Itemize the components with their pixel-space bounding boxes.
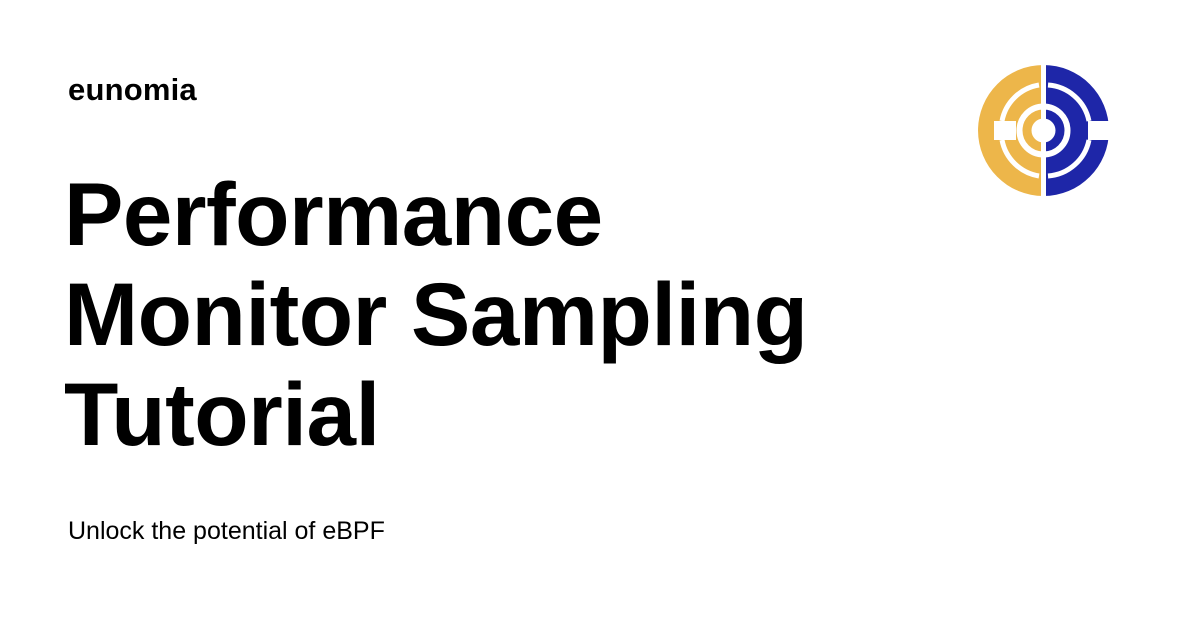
page-title: Performance Monitor Sampling Tutorial <box>64 164 944 464</box>
subtitle: Unlock the potential of eBPF <box>68 517 385 545</box>
eunomia-logo-icon <box>978 63 1111 198</box>
title-line-3: Tutorial <box>64 364 380 464</box>
title-line-2: Monitor Sampling <box>64 264 808 364</box>
site-name: eunomia <box>68 72 197 107</box>
title-line-1: Performance <box>64 164 603 264</box>
logo-right-half <box>1043 65 1109 196</box>
